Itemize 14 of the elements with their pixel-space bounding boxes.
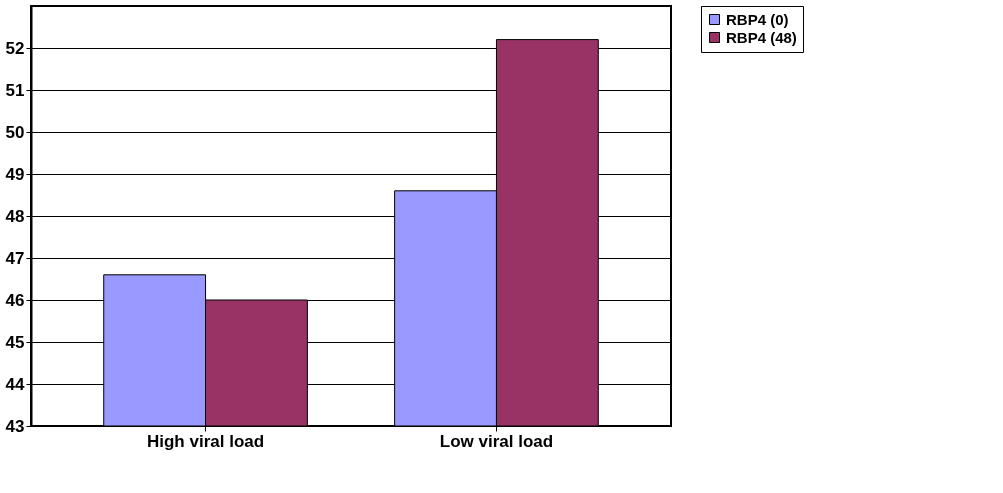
y-tick-label: 47 xyxy=(5,248,25,268)
y-tick-label: 46 xyxy=(5,290,25,310)
y-tick-label: 48 xyxy=(5,206,25,226)
y-tick-label: 44 xyxy=(5,374,26,394)
y-tick-label: 50 xyxy=(5,122,25,142)
y-tick-label: 49 xyxy=(5,164,25,184)
y-tick-label: 45 xyxy=(5,332,25,352)
legend-label: RBP4 (48) xyxy=(726,28,797,46)
x-tick-label: High viral load xyxy=(146,431,265,451)
legend-label: RBP4 (0) xyxy=(726,10,789,28)
y-tick-label: 43 xyxy=(5,416,25,436)
y-tick-label: 51 xyxy=(5,80,25,100)
x-tick-label: Low viral load xyxy=(439,431,554,451)
y-tick-label: 52 xyxy=(5,38,25,58)
